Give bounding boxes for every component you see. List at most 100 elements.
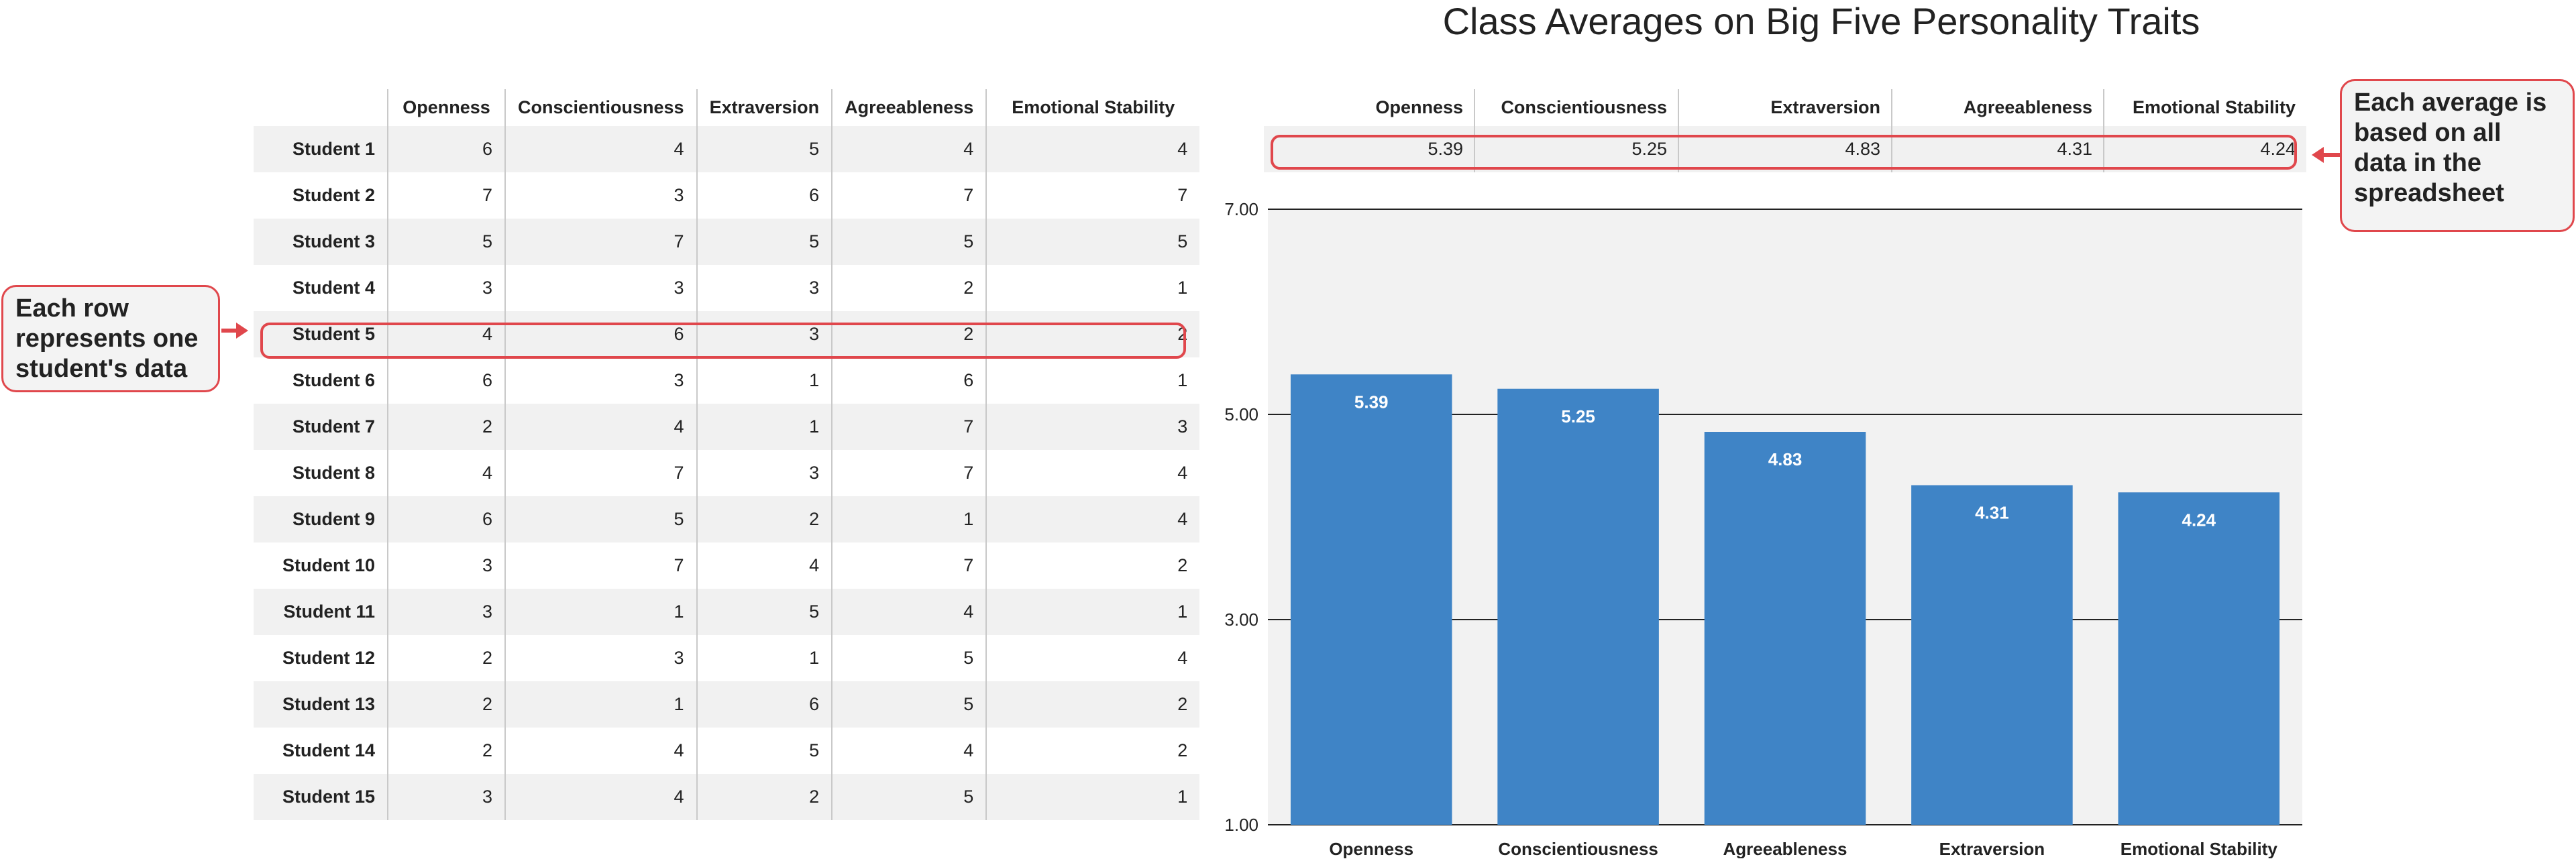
table-row: Student 11 3 1 5 4 1 <box>254 589 1200 635</box>
table-cell: 3 <box>504 172 697 219</box>
table-cell: 6 <box>387 496 505 542</box>
table-cell: 4 <box>696 542 833 589</box>
table-row: Student 15 3 4 2 5 1 <box>254 774 1200 820</box>
bar-value-label: 4.31 <box>1975 503 2009 523</box>
table-cell: 2 <box>985 311 1200 357</box>
table-row: Student 12 2 3 1 5 4 <box>254 635 1200 681</box>
table-cell: 1 <box>696 357 833 404</box>
row-callout-arrow-icon <box>221 329 239 333</box>
table-cell: 4 <box>387 450 505 496</box>
bar-value-label: 5.25 <box>1561 406 1595 426</box>
table-corner-cell <box>254 89 388 126</box>
row-label: Student 1 <box>292 139 375 159</box>
table-cell: 5 <box>387 219 505 265</box>
table-cell: 1 <box>696 635 833 681</box>
table-cell: 4 <box>985 450 1200 496</box>
table-cell: 6 <box>504 311 697 357</box>
averages-column-header: Emotional Stability <box>2103 89 2306 126</box>
averages-table: Openness Conscientiousness Extraversion Agr… <box>1264 89 2306 172</box>
table-cell: 2 <box>387 635 505 681</box>
table-cell: 1 <box>985 265 1200 311</box>
table-cell: 3 <box>696 265 833 311</box>
column-header: Emotional Stability <box>985 89 1200 126</box>
row-label: Student 14 <box>282 740 375 760</box>
table-cell: 7 <box>387 172 505 219</box>
bar <box>2118 492 2280 825</box>
row-label: Student 3 <box>292 231 375 251</box>
averages-callout: Each average is based on all data in the… <box>2340 79 2575 232</box>
averages-column-header: Extraversion <box>1678 89 1892 126</box>
table-row: Student 14 2 4 5 4 2 <box>254 728 1200 774</box>
average-cell: 4.83 <box>1678 126 1892 172</box>
table-cell: 6 <box>387 357 505 404</box>
averages-value-row: 5.39 5.25 4.83 4.31 4.24 <box>1264 126 2306 172</box>
table-cell: 7 <box>831 404 987 450</box>
row-label: Student 8 <box>292 463 375 483</box>
averages-callout-text: Each average is based on all data in the… <box>2354 89 2547 207</box>
row-callout-text: Each row represents one student's data <box>15 294 199 383</box>
y-tick-label: 3.00 <box>1224 610 1258 630</box>
table-cell: 3 <box>696 311 833 357</box>
table-cell: 7 <box>831 450 987 496</box>
table-cell: 4 <box>831 589 987 635</box>
average-cell: 5.39 <box>1264 126 1474 172</box>
x-tick-label: Openness <box>1329 839 1413 858</box>
table-cell: 4 <box>831 126 987 172</box>
table-cell: 5 <box>696 728 833 774</box>
column-header: Openness <box>387 89 505 126</box>
table-cell: 5 <box>696 126 833 172</box>
table-cell: 4 <box>504 126 697 172</box>
table-cell: 1 <box>985 357 1200 404</box>
row-label: Student 5 <box>292 324 375 344</box>
student-data-table: Openness Conscientiousness Extraversion Agr… <box>254 89 1200 820</box>
table-cell: 4 <box>504 404 697 450</box>
table-cell: 3 <box>504 265 697 311</box>
table-cell: 7 <box>504 450 697 496</box>
column-header: Extraversion <box>696 89 833 126</box>
table-cell: 6 <box>696 172 833 219</box>
row-label: Student 13 <box>282 694 375 714</box>
table-cell: 5 <box>504 496 697 542</box>
averages-column-header: Conscientiousness <box>1474 89 1678 126</box>
table-cell: 3 <box>387 265 505 311</box>
table-cell: 2 <box>387 681 505 728</box>
table-cell: 2 <box>387 728 505 774</box>
table-cell: 7 <box>504 219 697 265</box>
table-cell: 6 <box>831 357 987 404</box>
table-cell: 3 <box>696 450 833 496</box>
bar-chart: 1.00 3.00 5.00 7.00 5.39 Openness 5.25 Conscien… <box>1224 199 2302 858</box>
table-cell: 4 <box>985 635 1200 681</box>
table-cell: 3 <box>504 357 697 404</box>
row-label: Student 9 <box>292 509 375 529</box>
row-callout: Each row represents one student's data <box>1 285 220 392</box>
table-cell: 1 <box>985 774 1200 820</box>
y-tick-label: 5.00 <box>1224 404 1258 424</box>
bar-value-label: 4.24 <box>2182 510 2216 530</box>
table-cell: 2 <box>696 496 833 542</box>
averages-column-header: Openness <box>1375 97 1463 117</box>
table-cell: 4 <box>504 774 697 820</box>
row-label: Student 10 <box>282 555 375 575</box>
table-row: Student 10 3 7 4 7 2 <box>254 542 1200 589</box>
column-header: Conscientiousness <box>504 89 697 126</box>
table-cell: 6 <box>387 126 505 172</box>
table-cell: 2 <box>985 728 1200 774</box>
table-cell: 7 <box>831 542 987 589</box>
y-tick-label: 1.00 <box>1224 815 1258 835</box>
table-cell: 6 <box>696 681 833 728</box>
table-row: Student 13 2 1 6 5 2 <box>254 681 1200 728</box>
row-label: Student 6 <box>292 370 375 390</box>
table-cell: 4 <box>831 728 987 774</box>
chart-title: Class Averages on Big Five Personality T… <box>1442 0 2200 42</box>
row-label: Student 11 <box>283 601 375 622</box>
table-cell: 3 <box>504 635 697 681</box>
table-cell: 4 <box>387 311 505 357</box>
x-tick-label: Agreeableness <box>1723 839 1847 858</box>
row-label: Student 2 <box>292 185 375 205</box>
table-cell: 1 <box>696 404 833 450</box>
table-cell: 5 <box>696 589 833 635</box>
table-cell: 5 <box>696 219 833 265</box>
